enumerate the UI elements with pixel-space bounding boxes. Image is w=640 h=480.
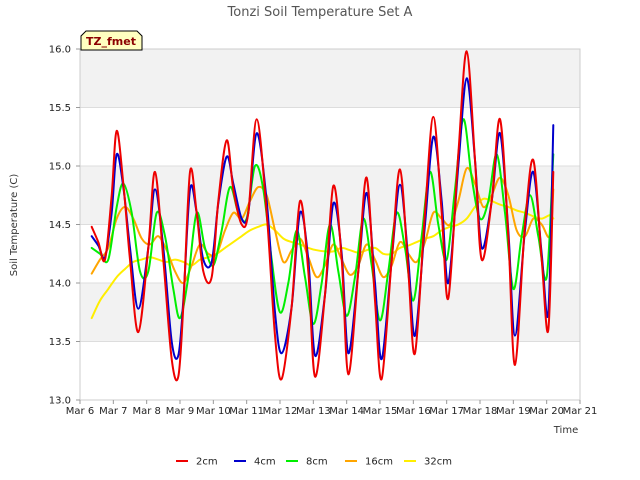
x-tick-label: Mar 15 — [363, 406, 398, 417]
y-tick-label: 14.5 — [49, 220, 71, 231]
y-tick-label: 13.0 — [49, 396, 71, 407]
x-tick-label: Mar 16 — [396, 406, 431, 417]
plot-band — [80, 49, 580, 108]
legend-label-4cm: 4cm — [254, 457, 276, 468]
legend-label-32cm: 32cm — [424, 457, 452, 468]
y-axis-ticks: 13.0 13.5 14.0 14.5 15.0 15.5 16.0 — [49, 45, 80, 407]
x-tick-label: Mar 17 — [429, 406, 464, 417]
plot-band — [80, 341, 580, 400]
annotation-label: TZ_fmet — [86, 35, 136, 48]
plot-band — [80, 107, 580, 166]
series-lines — [90, 50, 555, 382]
x-axis-label: Time — [553, 425, 578, 436]
x-tick-label: Mar 12 — [263, 406, 298, 417]
chart-title: Tonzi Soil Temperature Set A — [227, 5, 413, 20]
legend-label-2cm: 2cm — [196, 457, 218, 468]
y-tick-label: 15.0 — [49, 162, 71, 173]
x-tick-label: Mar 14 — [329, 406, 364, 417]
series-line-2cm — [90, 50, 555, 382]
tz-fmet-annotation: TZ_fmet — [80, 30, 143, 51]
y-tick-label: 13.5 — [49, 337, 71, 348]
legend-label-8cm: 8cm — [306, 457, 328, 468]
x-tick-label: Mar 20 — [529, 406, 564, 417]
x-tick-label: Mar 21 — [563, 406, 598, 417]
y-axis-label: Soil Temperature (C) — [9, 174, 20, 277]
x-tick-label: Mar 7 — [99, 406, 127, 417]
x-tick-label: Mar 11 — [229, 406, 264, 417]
legend-label-16cm: 16cm — [365, 457, 393, 468]
y-tick-label: 15.5 — [49, 103, 71, 114]
x-tick-label: Mar 9 — [166, 406, 194, 417]
x-tick-label: Mar 10 — [196, 406, 231, 417]
x-tick-label: Mar 19 — [496, 406, 531, 417]
plot-band — [80, 283, 580, 342]
y-tick-label: 14.0 — [49, 279, 71, 290]
x-tick-label: Mar 8 — [132, 406, 160, 417]
x-tick-label: Mar 13 — [296, 406, 331, 417]
series-line-8cm — [90, 118, 555, 325]
legend: 2cm 4cm 8cm 16cm 32cm — [176, 457, 452, 468]
annotation-box — [80, 30, 143, 51]
x-tick-label: Mar 18 — [463, 406, 498, 417]
x-tick-label: Mar 6 — [66, 406, 94, 417]
y-tick-label: 16.0 — [49, 45, 71, 56]
